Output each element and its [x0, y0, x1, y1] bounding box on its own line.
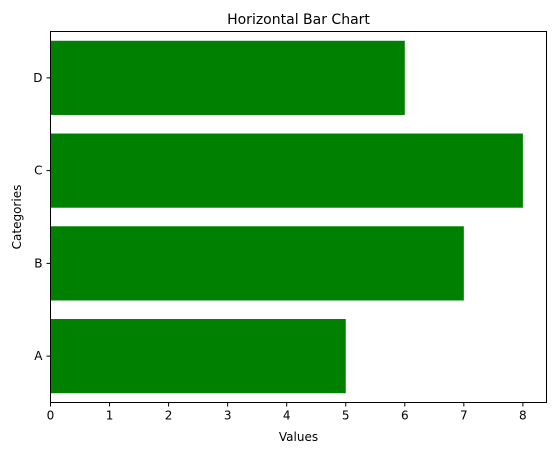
x-tick-label: 2 [165, 409, 173, 423]
x-axis-label: Values [279, 430, 318, 444]
x-tick-label: 1 [106, 409, 114, 423]
bar-A [50, 319, 346, 394]
x-axis-ticks: 0 1 2 3 4 5 6 7 8 [47, 402, 527, 423]
x-tick-label: 7 [460, 409, 468, 423]
bar-B [50, 226, 464, 301]
x-tick-label: 4 [283, 409, 291, 423]
x-tick-label: 6 [401, 409, 409, 423]
x-tick-label: 0 [47, 409, 55, 423]
y-tick-label-D: D [33, 71, 42, 85]
x-tick-label: 3 [224, 409, 232, 423]
y-axis-label: Categories [10, 185, 24, 250]
y-tick-label-A: A [34, 349, 43, 363]
chart-title: Horizontal Bar Chart [227, 12, 370, 28]
x-tick-label: 5 [342, 409, 350, 423]
bar-C [50, 133, 523, 208]
y-tick-label-C: C [34, 164, 42, 178]
y-axis-ticks: A B C D [33, 71, 51, 363]
x-tick-label: 8 [519, 409, 527, 423]
bar-D [50, 40, 405, 115]
bars-group [50, 40, 523, 394]
plot-area-frame [50, 31, 547, 403]
y-tick-label-B: B [34, 256, 42, 270]
